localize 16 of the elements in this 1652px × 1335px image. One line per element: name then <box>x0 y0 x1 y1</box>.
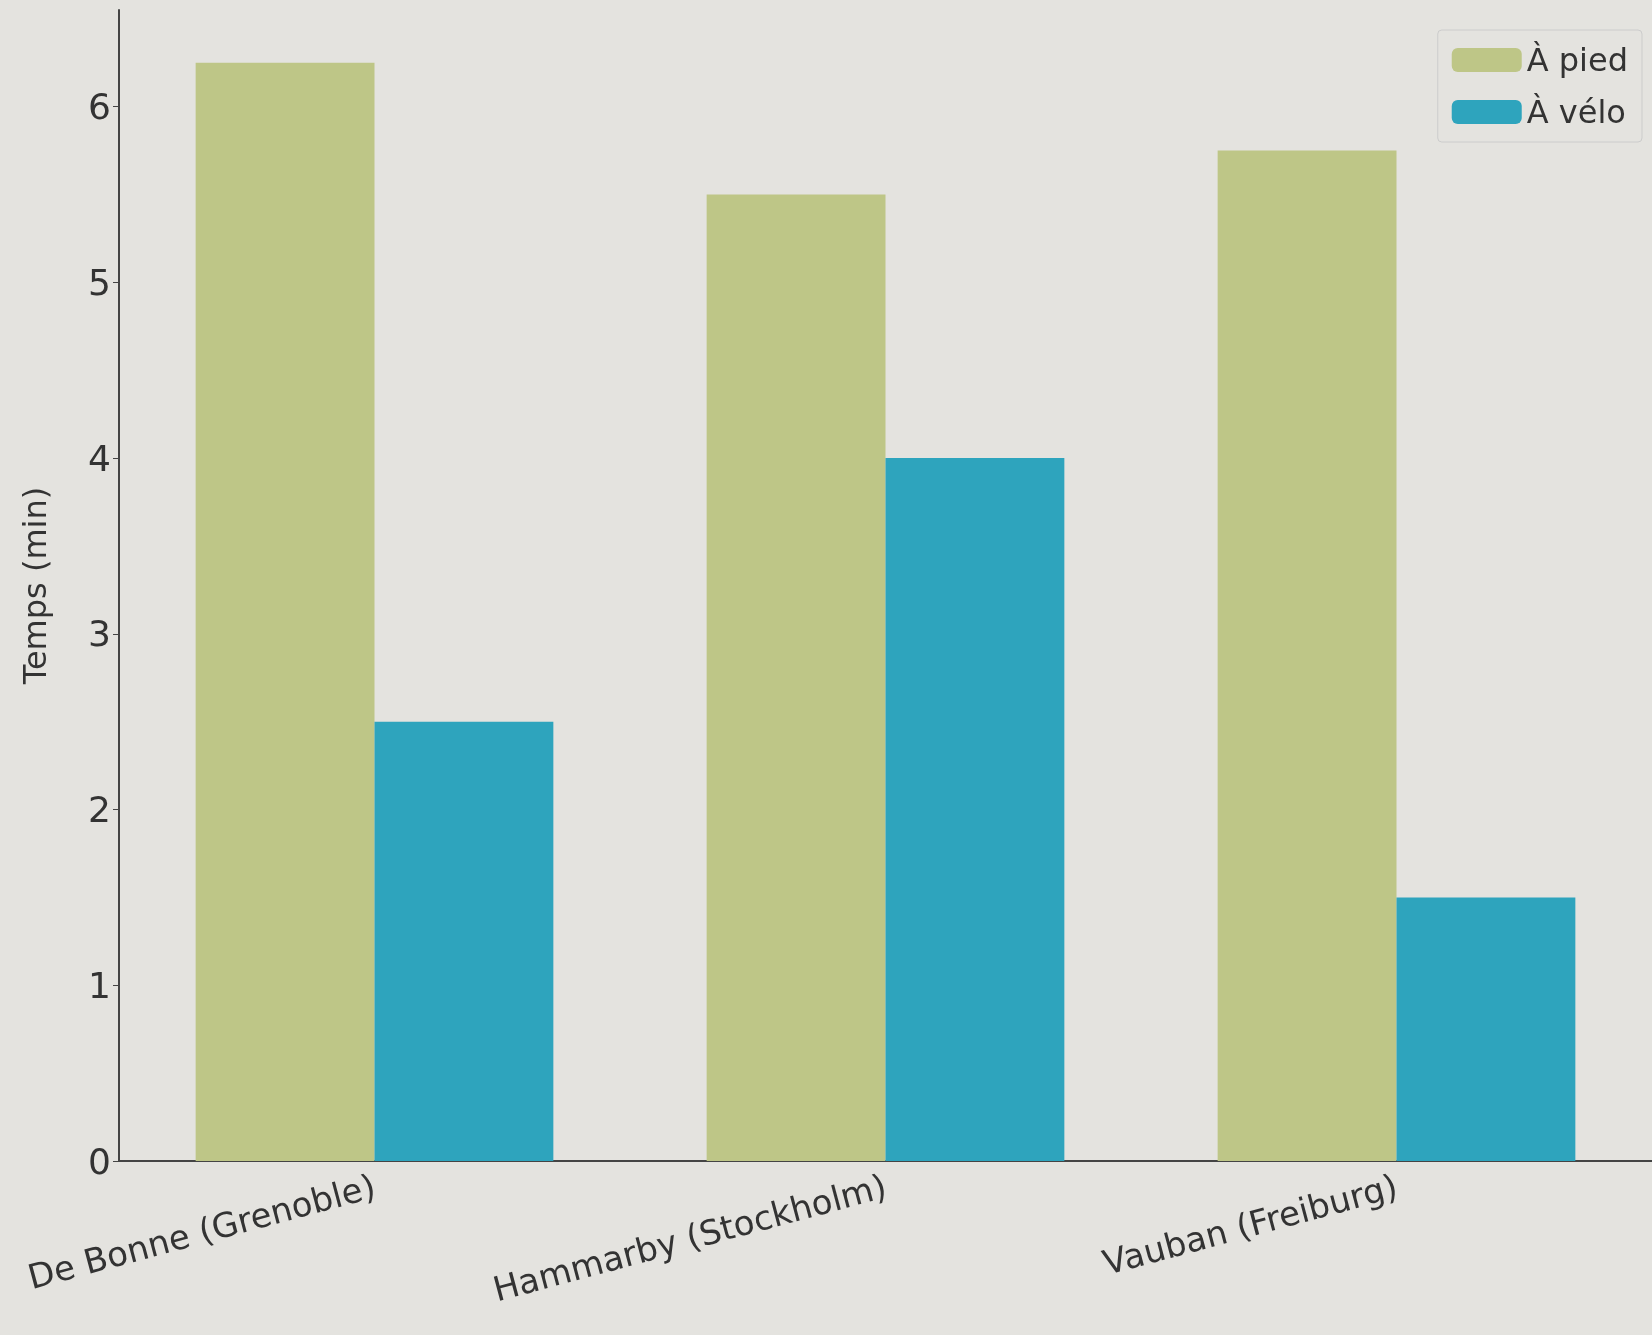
y-tick-label: 5 <box>88 261 111 303</box>
bar <box>195 62 375 1161</box>
y-tick-label: 4 <box>88 437 111 479</box>
bar <box>706 194 886 1161</box>
y-tick-label: 3 <box>88 613 111 655</box>
y-tick-label: 2 <box>88 789 111 831</box>
y-tick-label: 0 <box>88 1140 111 1182</box>
bar <box>1217 150 1397 1161</box>
y-tick-label: 6 <box>88 86 111 128</box>
legend-label: À vélo <box>1526 93 1626 131</box>
bar <box>374 721 554 1161</box>
bar <box>885 458 1065 1161</box>
bar <box>1396 897 1576 1161</box>
y-tick-label: 1 <box>88 964 111 1006</box>
legend-label: À pied <box>1526 41 1628 79</box>
y-axis-title: Temps (min) <box>16 486 54 686</box>
